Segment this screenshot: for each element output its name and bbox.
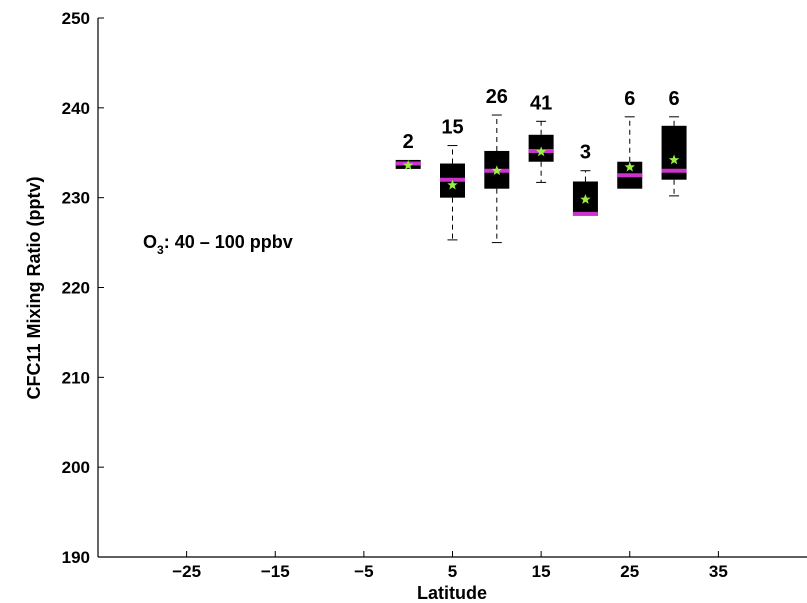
x-axis-title: Latitude xyxy=(417,583,487,603)
mean-star-marker xyxy=(491,165,503,176)
sample-count-label: 6 xyxy=(669,88,680,110)
box-group: 6 xyxy=(661,88,687,197)
mean-star-marker xyxy=(624,161,635,172)
y-tick-label: 210 xyxy=(62,368,90,387)
box-group: 41 xyxy=(528,92,554,183)
labels: Latitude CFC11 Mixing Ratio (pptv) O3: 4… xyxy=(24,176,487,603)
x-tick-label: 35 xyxy=(709,562,728,581)
box-group: 2 xyxy=(395,131,421,170)
y-tick-label: 200 xyxy=(62,458,90,477)
box-group: 26 xyxy=(484,86,510,244)
y-tick-label: 250 xyxy=(62,9,90,28)
mean-star-marker xyxy=(402,159,414,170)
mean-star-marker xyxy=(447,179,458,190)
y-tick-label: 220 xyxy=(62,279,90,298)
sample-count-label: 6 xyxy=(624,88,635,110)
sample-count-label: 2 xyxy=(403,131,414,153)
y-tick-label: 230 xyxy=(62,189,90,208)
mean-star-marker xyxy=(535,146,547,157)
sample-count-label: 26 xyxy=(486,86,508,108)
x-tick-label: 15 xyxy=(532,562,551,581)
annotation-rest: : 40 – 100 ppbv xyxy=(164,232,293,252)
x-tick-label: −25 xyxy=(172,562,201,581)
y-axis-title: CFC11 Mixing Ratio (pptv) xyxy=(24,176,44,399)
ticks: 190 200 210 220 230 240 250 −25 −15 −5 5 15 25 35 xyxy=(62,9,728,581)
sample-count-label: 15 xyxy=(441,117,463,139)
mean-star-marker xyxy=(668,154,680,165)
ozone-range-annotation: O3: 40 – 100 ppbv xyxy=(143,232,293,257)
box-group: 15 xyxy=(440,117,465,241)
x-tick-label: 25 xyxy=(620,562,639,581)
annotation-subscript: 3 xyxy=(157,243,164,257)
x-tick-label: −5 xyxy=(354,562,373,581)
sample-count-label: 41 xyxy=(530,92,552,114)
box-group: 3 xyxy=(572,142,598,216)
y-tick-label: 240 xyxy=(62,99,90,118)
annotation-o: O xyxy=(143,232,157,252)
sample-count-label: 3 xyxy=(580,142,591,164)
x-tick-label: 5 xyxy=(448,562,457,581)
box-group: 6 xyxy=(617,88,643,189)
mean-star-marker xyxy=(580,193,591,204)
y-tick-label: 190 xyxy=(62,548,90,567)
axes xyxy=(97,18,807,558)
x-tick-label: −15 xyxy=(261,562,290,581)
boxes: 2 15 26 41 3 6 6 xyxy=(395,86,687,244)
